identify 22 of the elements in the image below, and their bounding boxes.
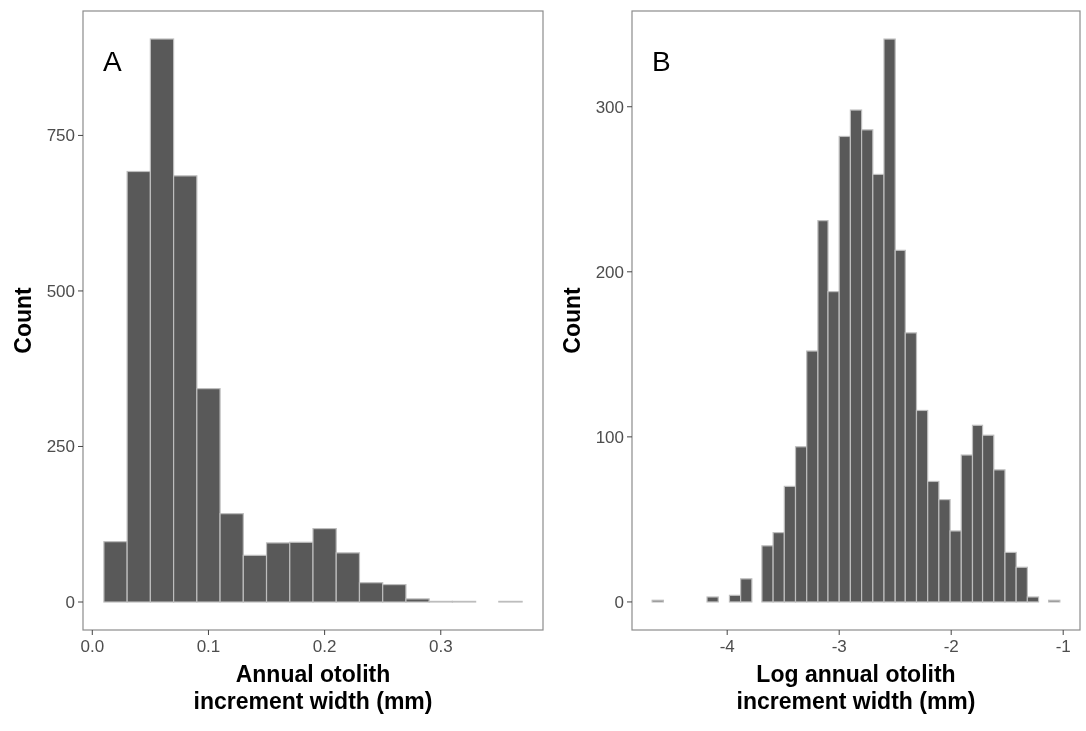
y-tick-label: 750 [46,126,75,146]
y-axis-title: Count [10,286,36,354]
y-tick-label: 0 [614,592,624,612]
x-axis-title: Annual otolith increment width (mm) [193,661,433,714]
x-tick-label: 0.3 [428,637,453,656]
y-tick-label: 500 [46,281,75,301]
x-tick-label: -3 [831,637,847,656]
x-tick-label: -1 [1055,637,1071,656]
annotation: B [652,46,671,77]
y-tick-label: 100 [595,427,624,447]
x-tick-label: 0.2 [312,637,337,656]
y-tick-label: 0 [65,592,75,612]
annotation: A [103,46,122,77]
x-tick-label: 0.0 [80,637,105,656]
y-tick-label: 250 [46,437,75,457]
x-tick-label: -2 [943,637,959,656]
y-tick-label: 300 [595,97,624,117]
x-tick-label: -4 [719,637,735,656]
x-axis-title: Log annual otolith increment width (mm) [736,661,976,714]
y-axis-title: Count [559,286,585,354]
y-tick-label: 200 [595,262,624,282]
x-tick-label: 0.1 [196,637,221,656]
